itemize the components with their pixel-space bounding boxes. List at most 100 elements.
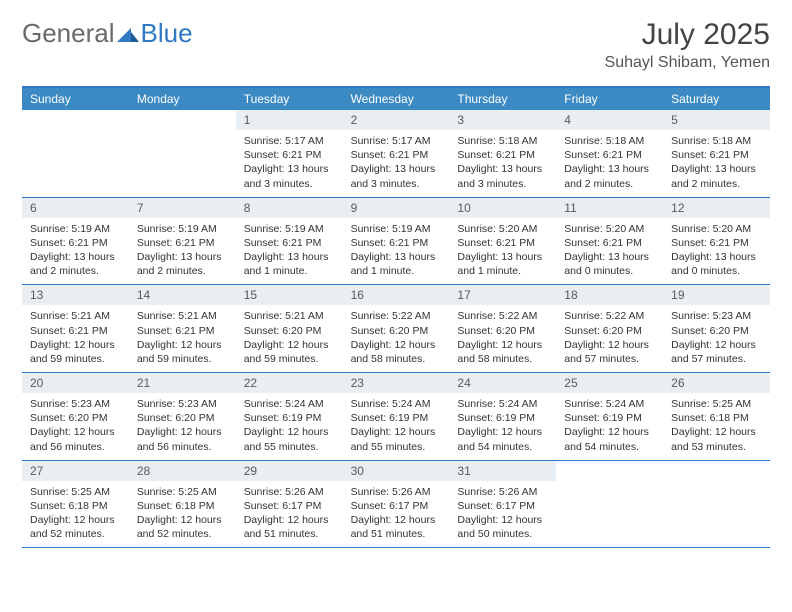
sunset-line: Sunset: 6:18 PM [30, 499, 121, 513]
month-title: July 2025 [605, 18, 770, 52]
day-cell: 10Sunrise: 5:20 AMSunset: 6:21 PMDayligh… [449, 198, 556, 285]
day-details: Sunrise: 5:18 AMSunset: 6:21 PMDaylight:… [449, 130, 556, 197]
day-cell: 14Sunrise: 5:21 AMSunset: 6:21 PMDayligh… [129, 285, 236, 372]
dow-tuesday: Tuesday [236, 88, 343, 110]
sunset-line: Sunset: 6:20 PM [137, 411, 228, 425]
day-cell: 9Sunrise: 5:19 AMSunset: 6:21 PMDaylight… [343, 198, 450, 285]
day-details: Sunrise: 5:23 AMSunset: 6:20 PMDaylight:… [129, 393, 236, 460]
daylight-line: Daylight: 12 hours and 55 minutes. [244, 425, 335, 453]
dow-wednesday: Wednesday [343, 88, 450, 110]
day-details: Sunrise: 5:19 AMSunset: 6:21 PMDaylight:… [129, 218, 236, 285]
day-number: 24 [449, 373, 556, 393]
sunset-line: Sunset: 6:19 PM [244, 411, 335, 425]
daylight-line: Daylight: 12 hours and 59 minutes. [137, 338, 228, 366]
day-number: 3 [449, 110, 556, 130]
dow-monday: Monday [129, 88, 236, 110]
day-cell: 2Sunrise: 5:17 AMSunset: 6:21 PMDaylight… [343, 110, 450, 197]
day-cell: 5Sunrise: 5:18 AMSunset: 6:21 PMDaylight… [663, 110, 770, 197]
sunrise-line: Sunrise: 5:18 AM [671, 134, 762, 148]
day-details: Sunrise: 5:24 AMSunset: 6:19 PMDaylight:… [236, 393, 343, 460]
daylight-line: Daylight: 12 hours and 54 minutes. [457, 425, 548, 453]
dow-sunday: Sunday [22, 88, 129, 110]
day-details: Sunrise: 5:25 AMSunset: 6:18 PMDaylight:… [22, 481, 129, 548]
sunrise-line: Sunrise: 5:21 AM [244, 309, 335, 323]
daylight-line: Daylight: 13 hours and 1 minute. [244, 250, 335, 278]
daylight-line: Daylight: 13 hours and 3 minutes. [244, 162, 335, 190]
day-number: 25 [556, 373, 663, 393]
day-details: Sunrise: 5:25 AMSunset: 6:18 PMDaylight:… [663, 393, 770, 460]
daylight-line: Daylight: 12 hours and 50 minutes. [457, 513, 548, 541]
week-row: 13Sunrise: 5:21 AMSunset: 6:21 PMDayligh… [22, 285, 770, 373]
day-details: Sunrise: 5:22 AMSunset: 6:20 PMDaylight:… [449, 305, 556, 372]
day-cell [556, 461, 663, 548]
daylight-line: Daylight: 13 hours and 1 minute. [351, 250, 442, 278]
day-cell: 25Sunrise: 5:24 AMSunset: 6:19 PMDayligh… [556, 373, 663, 460]
daylight-line: Daylight: 13 hours and 3 minutes. [351, 162, 442, 190]
day-number: 8 [236, 198, 343, 218]
sunrise-line: Sunrise: 5:19 AM [244, 222, 335, 236]
day-cell: 24Sunrise: 5:24 AMSunset: 6:19 PMDayligh… [449, 373, 556, 460]
sunset-line: Sunset: 6:20 PM [457, 324, 548, 338]
sunrise-line: Sunrise: 5:26 AM [351, 485, 442, 499]
sunrise-line: Sunrise: 5:26 AM [244, 485, 335, 499]
day-cell: 19Sunrise: 5:23 AMSunset: 6:20 PMDayligh… [663, 285, 770, 372]
sunset-line: Sunset: 6:21 PM [564, 236, 655, 250]
sunset-line: Sunset: 6:21 PM [30, 236, 121, 250]
calendar-grid: Sunday Monday Tuesday Wednesday Thursday… [22, 86, 770, 548]
header: General Blue July 2025 Suhayl Shibam, Ye… [22, 18, 770, 72]
sunset-line: Sunset: 6:20 PM [564, 324, 655, 338]
sunrise-line: Sunrise: 5:22 AM [457, 309, 548, 323]
sunset-line: Sunset: 6:21 PM [351, 148, 442, 162]
day-cell [129, 110, 236, 197]
day-cell: 20Sunrise: 5:23 AMSunset: 6:20 PMDayligh… [22, 373, 129, 460]
day-number [556, 461, 663, 481]
day-cell: 3Sunrise: 5:18 AMSunset: 6:21 PMDaylight… [449, 110, 556, 197]
dow-thursday: Thursday [449, 88, 556, 110]
sunset-line: Sunset: 6:19 PM [564, 411, 655, 425]
day-details: Sunrise: 5:20 AMSunset: 6:21 PMDaylight:… [556, 218, 663, 285]
sunset-line: Sunset: 6:17 PM [457, 499, 548, 513]
daylight-line: Daylight: 13 hours and 1 minute. [457, 250, 548, 278]
day-cell: 27Sunrise: 5:25 AMSunset: 6:18 PMDayligh… [22, 461, 129, 548]
day-details: Sunrise: 5:23 AMSunset: 6:20 PMDaylight:… [22, 393, 129, 460]
day-cell: 22Sunrise: 5:24 AMSunset: 6:19 PMDayligh… [236, 373, 343, 460]
day-details: Sunrise: 5:19 AMSunset: 6:21 PMDaylight:… [236, 218, 343, 285]
sunrise-line: Sunrise: 5:25 AM [30, 485, 121, 499]
day-number: 6 [22, 198, 129, 218]
day-number: 16 [343, 285, 450, 305]
week-row: 1Sunrise: 5:17 AMSunset: 6:21 PMDaylight… [22, 110, 770, 198]
sunrise-line: Sunrise: 5:17 AM [244, 134, 335, 148]
sunrise-line: Sunrise: 5:20 AM [564, 222, 655, 236]
day-cell: 18Sunrise: 5:22 AMSunset: 6:20 PMDayligh… [556, 285, 663, 372]
day-cell: 1Sunrise: 5:17 AMSunset: 6:21 PMDaylight… [236, 110, 343, 197]
dow-saturday: Saturday [663, 88, 770, 110]
daylight-line: Daylight: 13 hours and 3 minutes. [457, 162, 548, 190]
day-cell: 26Sunrise: 5:25 AMSunset: 6:18 PMDayligh… [663, 373, 770, 460]
sunset-line: Sunset: 6:21 PM [457, 148, 548, 162]
sunset-line: Sunset: 6:21 PM [137, 324, 228, 338]
day-details: Sunrise: 5:17 AMSunset: 6:21 PMDaylight:… [236, 130, 343, 197]
day-details: Sunrise: 5:21 AMSunset: 6:20 PMDaylight:… [236, 305, 343, 372]
sunrise-line: Sunrise: 5:22 AM [564, 309, 655, 323]
day-details: Sunrise: 5:26 AMSunset: 6:17 PMDaylight:… [236, 481, 343, 548]
sunrise-line: Sunrise: 5:23 AM [30, 397, 121, 411]
sunrise-line: Sunrise: 5:19 AM [351, 222, 442, 236]
daylight-line: Daylight: 13 hours and 2 minutes. [671, 162, 762, 190]
day-details: Sunrise: 5:22 AMSunset: 6:20 PMDaylight:… [343, 305, 450, 372]
dow-friday: Friday [556, 88, 663, 110]
day-number: 23 [343, 373, 450, 393]
day-details: Sunrise: 5:21 AMSunset: 6:21 PMDaylight:… [129, 305, 236, 372]
day-number: 13 [22, 285, 129, 305]
day-number: 18 [556, 285, 663, 305]
sunset-line: Sunset: 6:19 PM [351, 411, 442, 425]
week-row: 20Sunrise: 5:23 AMSunset: 6:20 PMDayligh… [22, 373, 770, 461]
sunset-line: Sunset: 6:21 PM [671, 236, 762, 250]
day-cell: 23Sunrise: 5:24 AMSunset: 6:19 PMDayligh… [343, 373, 450, 460]
day-number: 26 [663, 373, 770, 393]
day-details: Sunrise: 5:20 AMSunset: 6:21 PMDaylight:… [663, 218, 770, 285]
day-cell: 6Sunrise: 5:19 AMSunset: 6:21 PMDaylight… [22, 198, 129, 285]
sunrise-line: Sunrise: 5:24 AM [457, 397, 548, 411]
sunrise-line: Sunrise: 5:18 AM [457, 134, 548, 148]
sunrise-line: Sunrise: 5:22 AM [351, 309, 442, 323]
day-details: Sunrise: 5:19 AMSunset: 6:21 PMDaylight:… [343, 218, 450, 285]
